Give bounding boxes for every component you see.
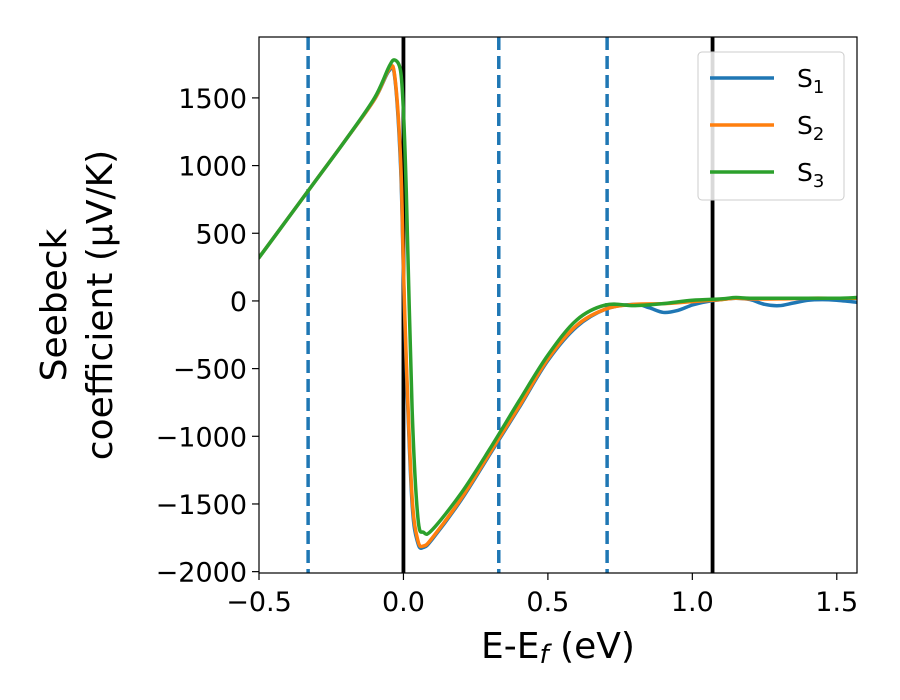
series-lines	[259, 58, 857, 550]
x-tick-label: 0.5	[526, 587, 569, 618]
y-tick-label: 1500	[178, 84, 247, 115]
plot-frame	[258, 36, 858, 574]
y-tick-label: 500	[195, 219, 247, 250]
x-tick-label: 0.0	[382, 587, 425, 618]
x-axis-title: E-Ef (eV)	[481, 626, 635, 670]
legend-label-s2: S2	[797, 111, 824, 145]
x-tick-label: 1.0	[671, 587, 714, 618]
legend: S1 S2 S3	[697, 51, 845, 201]
y-tick-label: −500	[173, 355, 247, 386]
y-tick-label: 0	[230, 287, 247, 318]
y-tick-label: −2000	[156, 558, 247, 589]
y-tick-label: −1000	[156, 422, 247, 453]
y-tick-label: −1500	[156, 490, 247, 521]
y-tick-label: 1000	[178, 152, 247, 183]
legend-label-s1: S1	[797, 64, 824, 98]
x-axis-ticks: −0.5 0.0 0.5 1.0 1.5	[226, 573, 858, 618]
y-axis-title: Seebeck coefficient (μV/K)	[34, 150, 121, 460]
y-axis-title-line2: coefficient (μV/K)	[80, 150, 121, 460]
y-axis-ticks: −2000 −1500 −1000 −500 0 500 1000 1500	[156, 84, 259, 589]
y-axis-title-line1: Seebeck	[34, 228, 75, 381]
x-tick-label: 1.5	[815, 587, 858, 618]
x-tick-label: −0.5	[226, 587, 292, 618]
legend-label-s3: S3	[797, 158, 824, 192]
series-line-s3	[259, 58, 857, 536]
